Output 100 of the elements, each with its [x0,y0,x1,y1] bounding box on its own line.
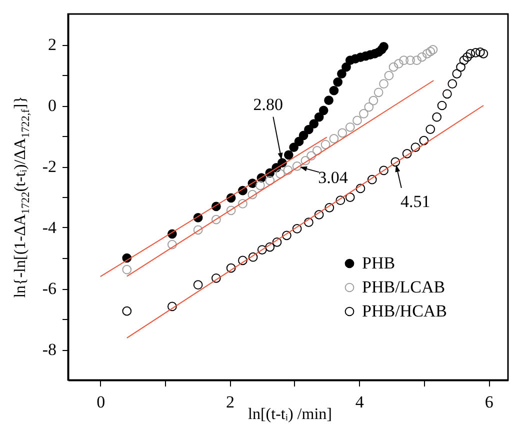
y-tick-label: 2 [48,35,56,54]
point [417,52,427,62]
point [292,224,302,234]
point [426,124,436,134]
point [300,156,310,166]
point [448,79,458,89]
point [226,263,236,273]
point [314,210,324,220]
point [282,230,292,240]
point [478,48,488,58]
legend-label: PHB/HCAB [362,302,448,320]
point [342,62,351,72]
point [412,56,422,66]
point [336,196,346,206]
point [437,100,447,110]
point [333,77,343,87]
point [345,192,355,202]
point [122,306,132,316]
point [226,206,236,216]
legend-label: PHB/LCAB [362,278,446,296]
point [193,280,203,290]
point [456,62,466,72]
point [338,128,348,138]
x-tick-label: 0 [96,392,106,412]
point [419,136,429,146]
x-tick-label: 2 [226,392,235,412]
point [399,56,409,66]
point [248,190,258,200]
point [298,130,308,140]
point [294,136,304,146]
annotation: 2.80 [253,94,284,114]
point [379,166,388,176]
point [432,112,442,122]
point [193,225,203,235]
point [356,184,366,194]
point [211,214,221,224]
y-tick-label: -2 [42,157,56,176]
point [337,69,346,78]
point [368,96,378,106]
point [470,48,480,58]
point [265,242,275,252]
point [312,146,322,156]
point [238,256,248,266]
point [167,302,177,312]
point [364,102,374,112]
point [379,79,388,89]
point [324,96,334,105]
legend-label: PHB [362,254,396,272]
point [442,89,452,99]
point [475,47,485,57]
point [304,124,314,134]
annotation: 4.51 [400,192,430,211]
point [352,116,362,126]
point [379,42,388,52]
point [428,45,438,54]
annotation: 3.04 [318,168,348,188]
point [359,109,368,118]
y-tick-label: -4 [42,218,57,237]
point [304,218,314,227]
point [255,180,265,190]
point [314,112,324,122]
x-tick-label: 6 [484,392,494,412]
point [367,174,377,184]
point [320,140,330,150]
point [452,69,462,78]
x-axis-title: ln[(t-tᵢ) /min] [248,406,332,424]
point [466,48,476,58]
point [384,70,394,80]
point [292,162,302,171]
point [272,237,282,247]
point [283,165,293,175]
y-tick-label: -8 [42,340,56,359]
point [426,46,436,56]
point [211,273,221,283]
point [402,149,412,158]
y-tick-label: -6 [42,279,56,298]
point [318,106,328,116]
point [374,88,384,98]
point [459,56,469,66]
point [167,240,177,250]
y-tick-label: 0 [48,96,56,115]
point [329,134,339,144]
point [257,245,267,254]
x-tick-label: 4 [355,392,364,412]
point [122,264,132,274]
point [265,176,275,186]
point [276,169,285,178]
point [462,52,472,62]
point [284,150,294,160]
point [406,56,415,66]
point [345,122,355,132]
point [289,142,299,152]
point [410,142,420,152]
point [388,62,398,72]
point [394,59,404,68]
point [390,157,400,167]
point [309,119,319,128]
point [422,48,432,58]
point [324,203,334,212]
point [238,199,248,208]
